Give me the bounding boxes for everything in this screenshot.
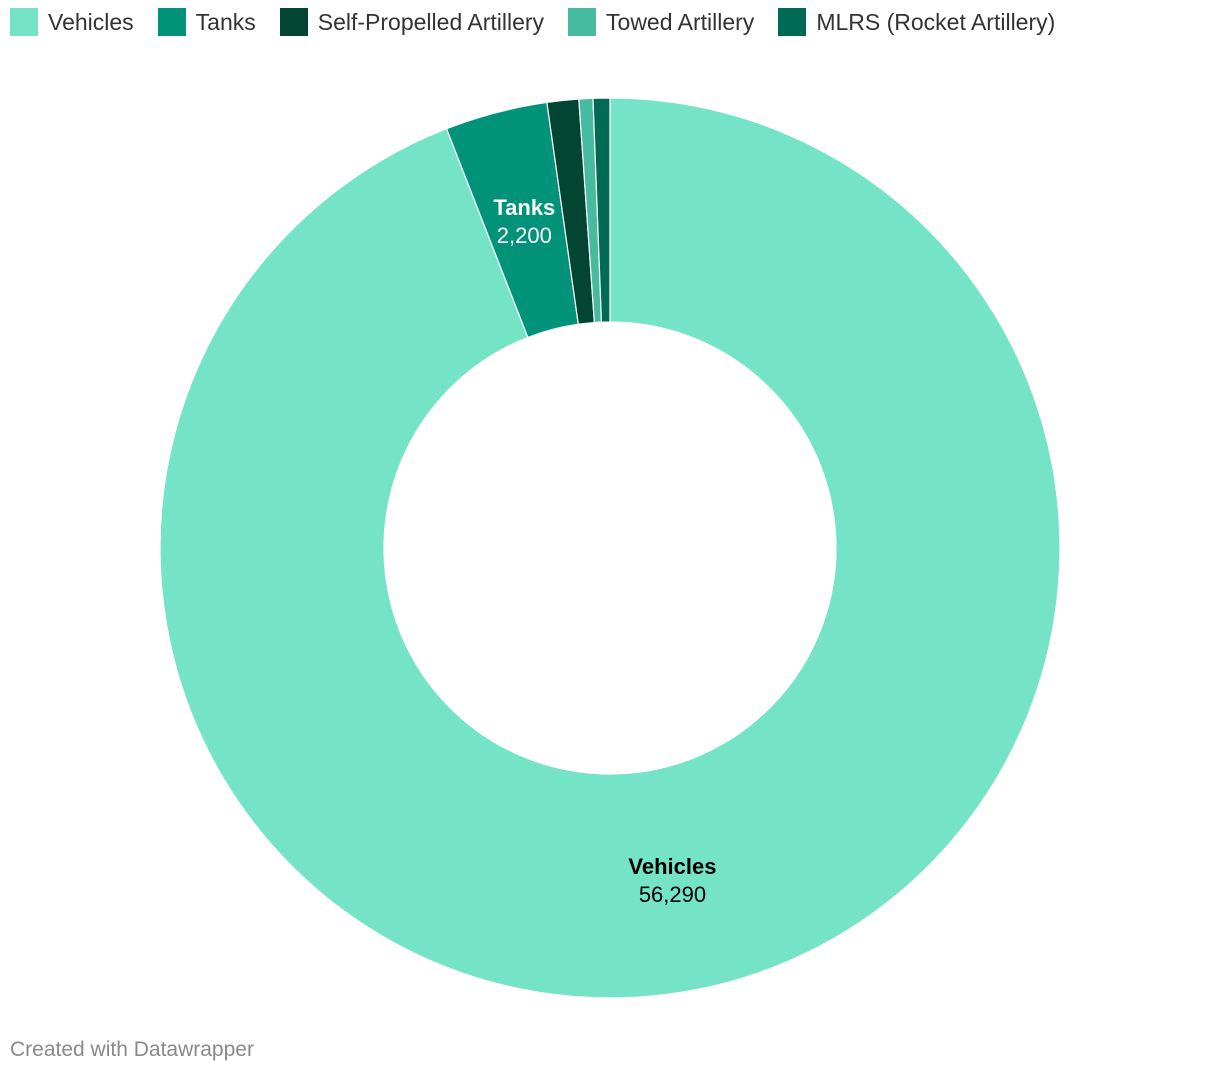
legend-label: Towed Artillery — [606, 8, 755, 35]
legend-swatch — [279, 8, 308, 36]
legend-swatch — [10, 8, 38, 36]
legend-swatch — [778, 8, 807, 36]
slice-label-name: Vehicles — [628, 854, 716, 879]
legend-item: Self-Propelled Artillery — [279, 8, 545, 36]
legend-label: MLRS (Rocket Artillery) — [816, 8, 1056, 35]
legend-label: Vehicles — [48, 8, 134, 35]
legend-item: MLRS (Rocket Artillery) — [778, 8, 1055, 36]
donut-slice — [592, 97, 611, 323]
legend-label: Self-Propelled Artillery — [317, 8, 545, 35]
legend-swatch — [157, 8, 186, 36]
legend-swatch — [568, 8, 597, 36]
donut-slice — [159, 97, 1061, 999]
slice-label-value: 56,290 — [639, 882, 706, 907]
chart-legend: Vehicles Tanks Self-Propelled Artillery Tow… — [10, 8, 1055, 36]
legend-item: Vehicles — [10, 8, 134, 36]
slice-label-name: Tanks — [493, 195, 555, 220]
legend-label: Tanks — [195, 8, 256, 35]
legend-item: Tanks — [157, 8, 256, 36]
slice-label: Vehicles 56,290 — [628, 854, 716, 907]
slice-label: Tanks 2,200 — [493, 195, 555, 248]
legend-item: Towed Artillery — [568, 8, 754, 36]
slice-label-value: 2,200 — [497, 223, 552, 248]
footer-credit: Created with Datawrapper — [10, 1038, 254, 1061]
